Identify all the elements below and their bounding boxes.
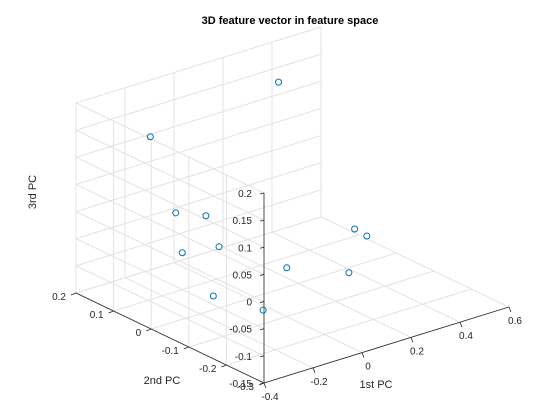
grid-line [75,183,265,275]
chart-title: 3D feature vector in feature space [202,15,379,27]
y-tick-label: 0.2 [52,292,66,303]
data-point [215,243,223,251]
data-points [146,78,371,314]
z-axis-label: 3rd PC [27,175,39,209]
y-tick-label: -0.2 [199,364,217,375]
x-tick-mark [459,322,463,328]
z-tick-label: 0.05 [233,270,253,281]
z-tick-label: 0 [246,298,252,309]
x-tick-label: 0.6 [508,316,522,327]
tick-labels: -0.4 -0.2 0 0.2 0.4 0.6 -0.3 -0.2 -0.1 0 0.1 0.2 -0.… [52,189,522,403]
grid-line [75,265,265,357]
x-tick-mark [410,337,414,343]
y-tick-label: -0.3 [237,382,255,393]
grid-line [188,270,434,348]
grid-line [75,102,265,194]
x-axis-label: 1st PC [359,379,392,391]
y-tick-mark [183,346,189,350]
x-tick-label: 0 [365,362,371,373]
data-point [345,269,353,277]
z-tick-mark [259,246,265,249]
z-tick-label: -0.05 [229,325,252,336]
grid-line [226,288,472,366]
grid-line [320,216,510,308]
data-point [209,292,217,300]
grid-lines [75,26,510,384]
grid-line [75,26,322,104]
grid-line [173,262,363,354]
grid-line [75,80,322,158]
x-tick-mark [508,306,512,313]
grid-line [113,234,359,312]
x-tick-label: -0.4 [261,392,279,403]
z-tick-mark [259,382,265,385]
grid-line [75,189,322,267]
z-tick-label: 0.15 [233,216,253,227]
x-tick-mark [263,382,267,389]
z-tick-mark [259,274,265,276]
grid-line [75,216,322,294]
y-tick-label: -0.1 [162,346,180,357]
grid-line [151,252,397,330]
x-axis-line [263,306,510,384]
grid-line [271,231,461,323]
y-tick-label: 0.1 [90,310,104,321]
z-tick-label: 0.2 [238,189,252,200]
grid-line [75,238,265,330]
data-point [363,232,371,240]
data-point [202,212,210,220]
z-tick-label: -0.1 [235,352,253,363]
x-tick-label: -0.2 [310,377,328,388]
grid-line [75,156,265,248]
grid-line [75,135,322,213]
x-tick-label: 0.4 [459,331,473,342]
z-tick-label: -0.15 [229,379,252,390]
x-tick-mark [312,367,316,373]
grid-line [75,107,322,185]
z-tick-mark [259,301,265,303]
grid-line [222,246,412,338]
grid-line [75,129,265,221]
data-point [172,209,180,217]
data-point [283,264,291,272]
y-axis-line [75,292,265,384]
data-point [178,249,186,257]
data-point [259,306,267,314]
data-point [275,78,283,86]
y-tick-mark [146,328,152,332]
grid-line [75,211,265,303]
y-tick-mark [70,292,77,296]
y-tick-mark [221,364,227,368]
grid-line [124,277,314,369]
z-tick-mark [259,328,265,331]
x-tick-mark [361,352,365,358]
z-tick-mark [259,192,265,195]
data-point [351,225,359,233]
z-tick-label: 0.1 [238,243,252,254]
grid-line [75,162,322,240]
axes-box [70,192,512,389]
z-tick-mark [259,355,265,358]
y-axis-label: 2nd PC [144,375,181,387]
x-tick-label: 0.2 [410,346,424,357]
z-tick-mark [259,219,265,222]
y-tick-mark [108,310,114,314]
y-tick-label: 0 [136,328,142,339]
grid-line [75,53,322,131]
data-point [146,133,154,141]
